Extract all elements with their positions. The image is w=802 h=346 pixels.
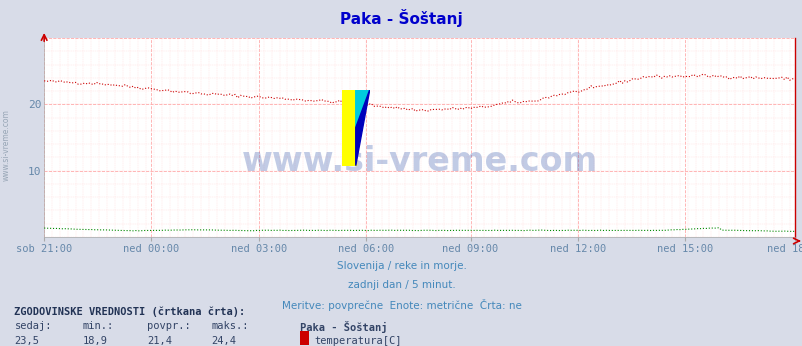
Text: maks.:: maks.: [211,321,249,331]
Text: povpr.:: povpr.: [147,321,190,331]
Text: ZGODOVINSKE VREDNOSTI (črtkana črta):: ZGODOVINSKE VREDNOSTI (črtkana črta): [14,306,245,317]
Text: 18,9: 18,9 [83,336,107,346]
Text: Slovenija / reke in morje.: Slovenija / reke in morje. [336,261,466,271]
Text: Meritve: povprečne  Enote: metrične  Črta: ne: Meritve: povprečne Enote: metrične Črta:… [282,299,520,311]
Text: temperatura[C]: temperatura[C] [314,336,401,346]
Text: 21,4: 21,4 [147,336,172,346]
Text: 24,4: 24,4 [211,336,236,346]
Text: www.si-vreme.com: www.si-vreme.com [241,145,597,178]
Text: Paka - Šoštanj: Paka - Šoštanj [299,321,387,333]
Text: Paka - Šoštanj: Paka - Šoštanj [340,9,462,27]
Text: 23,5: 23,5 [14,336,39,346]
Polygon shape [355,90,370,166]
Polygon shape [355,90,370,128]
Text: sedaj:: sedaj: [14,321,52,331]
Text: zadnji dan / 5 minut.: zadnji dan / 5 minut. [347,280,455,290]
Text: www.si-vreme.com: www.si-vreme.com [2,109,11,181]
Text: min.:: min.: [83,321,114,331]
Polygon shape [342,90,355,166]
